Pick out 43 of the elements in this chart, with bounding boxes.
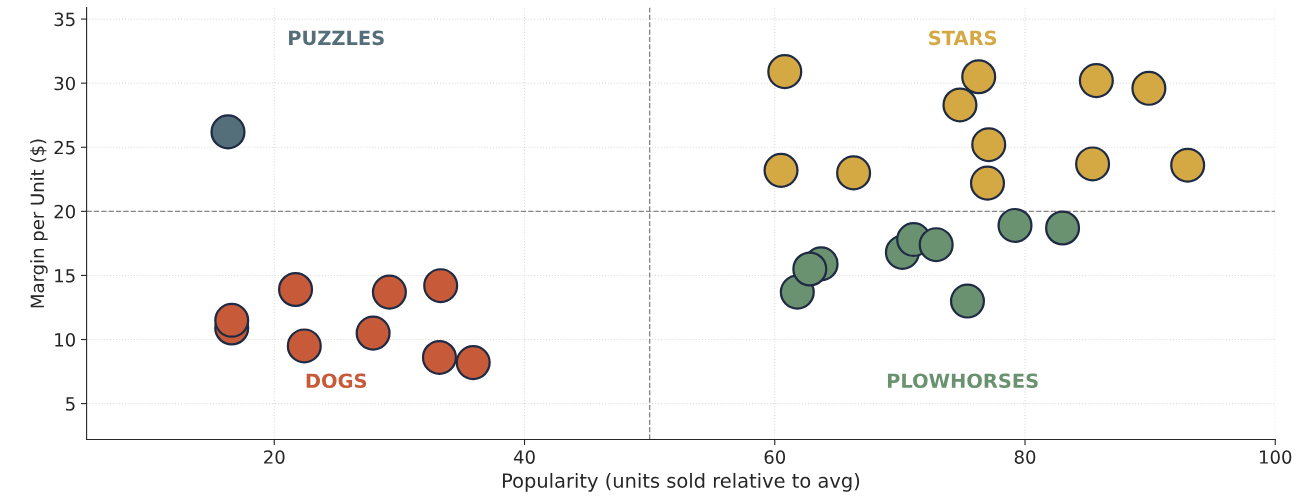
x-tick-label: 40 [513, 450, 535, 464]
point [355, 315, 391, 351]
point [210, 114, 246, 150]
point [1131, 70, 1167, 106]
point [836, 155, 872, 191]
point [918, 227, 954, 263]
point [455, 345, 491, 381]
point [792, 251, 828, 287]
point [423, 268, 459, 304]
annotation: PLOWHORSES [887, 373, 1038, 389]
annotation: STARS [929, 30, 997, 46]
x-tick-label: 20 [264, 450, 285, 464]
y-tick-label: 25 [54, 140, 75, 155]
point [961, 59, 997, 95]
y-tick-label: 10 [55, 332, 75, 347]
y-tick-label: 15 [55, 269, 75, 283]
y-tick-label: 20 [54, 204, 75, 219]
point [1045, 210, 1081, 246]
y-tick-label: 5 [66, 397, 75, 411]
x-tick-label: 80 [1014, 450, 1036, 464]
point [949, 283, 985, 319]
point [1078, 63, 1114, 99]
x-tick-label: 100 [1260, 450, 1292, 464]
point [971, 127, 1007, 163]
annotation: DOGS [306, 373, 367, 389]
y-tick-label: 30 [54, 76, 75, 91]
x-tick-label: 60 [764, 450, 786, 464]
point [421, 339, 457, 375]
x-axis-title: Popularity (units sold relative to avg) [502, 472, 860, 492]
point [278, 271, 314, 308]
point [942, 87, 978, 123]
point [969, 165, 1006, 201]
y-axis-title: Margin per Unit ($) [30, 139, 48, 308]
point [214, 302, 250, 338]
point [371, 274, 407, 310]
point [1075, 146, 1111, 182]
point [763, 152, 799, 188]
point [767, 54, 803, 90]
annotation: PUZZLES [289, 30, 384, 46]
y-tick-label: 35 [54, 12, 75, 27]
point [997, 207, 1033, 243]
point [286, 328, 322, 364]
point [1170, 147, 1206, 183]
